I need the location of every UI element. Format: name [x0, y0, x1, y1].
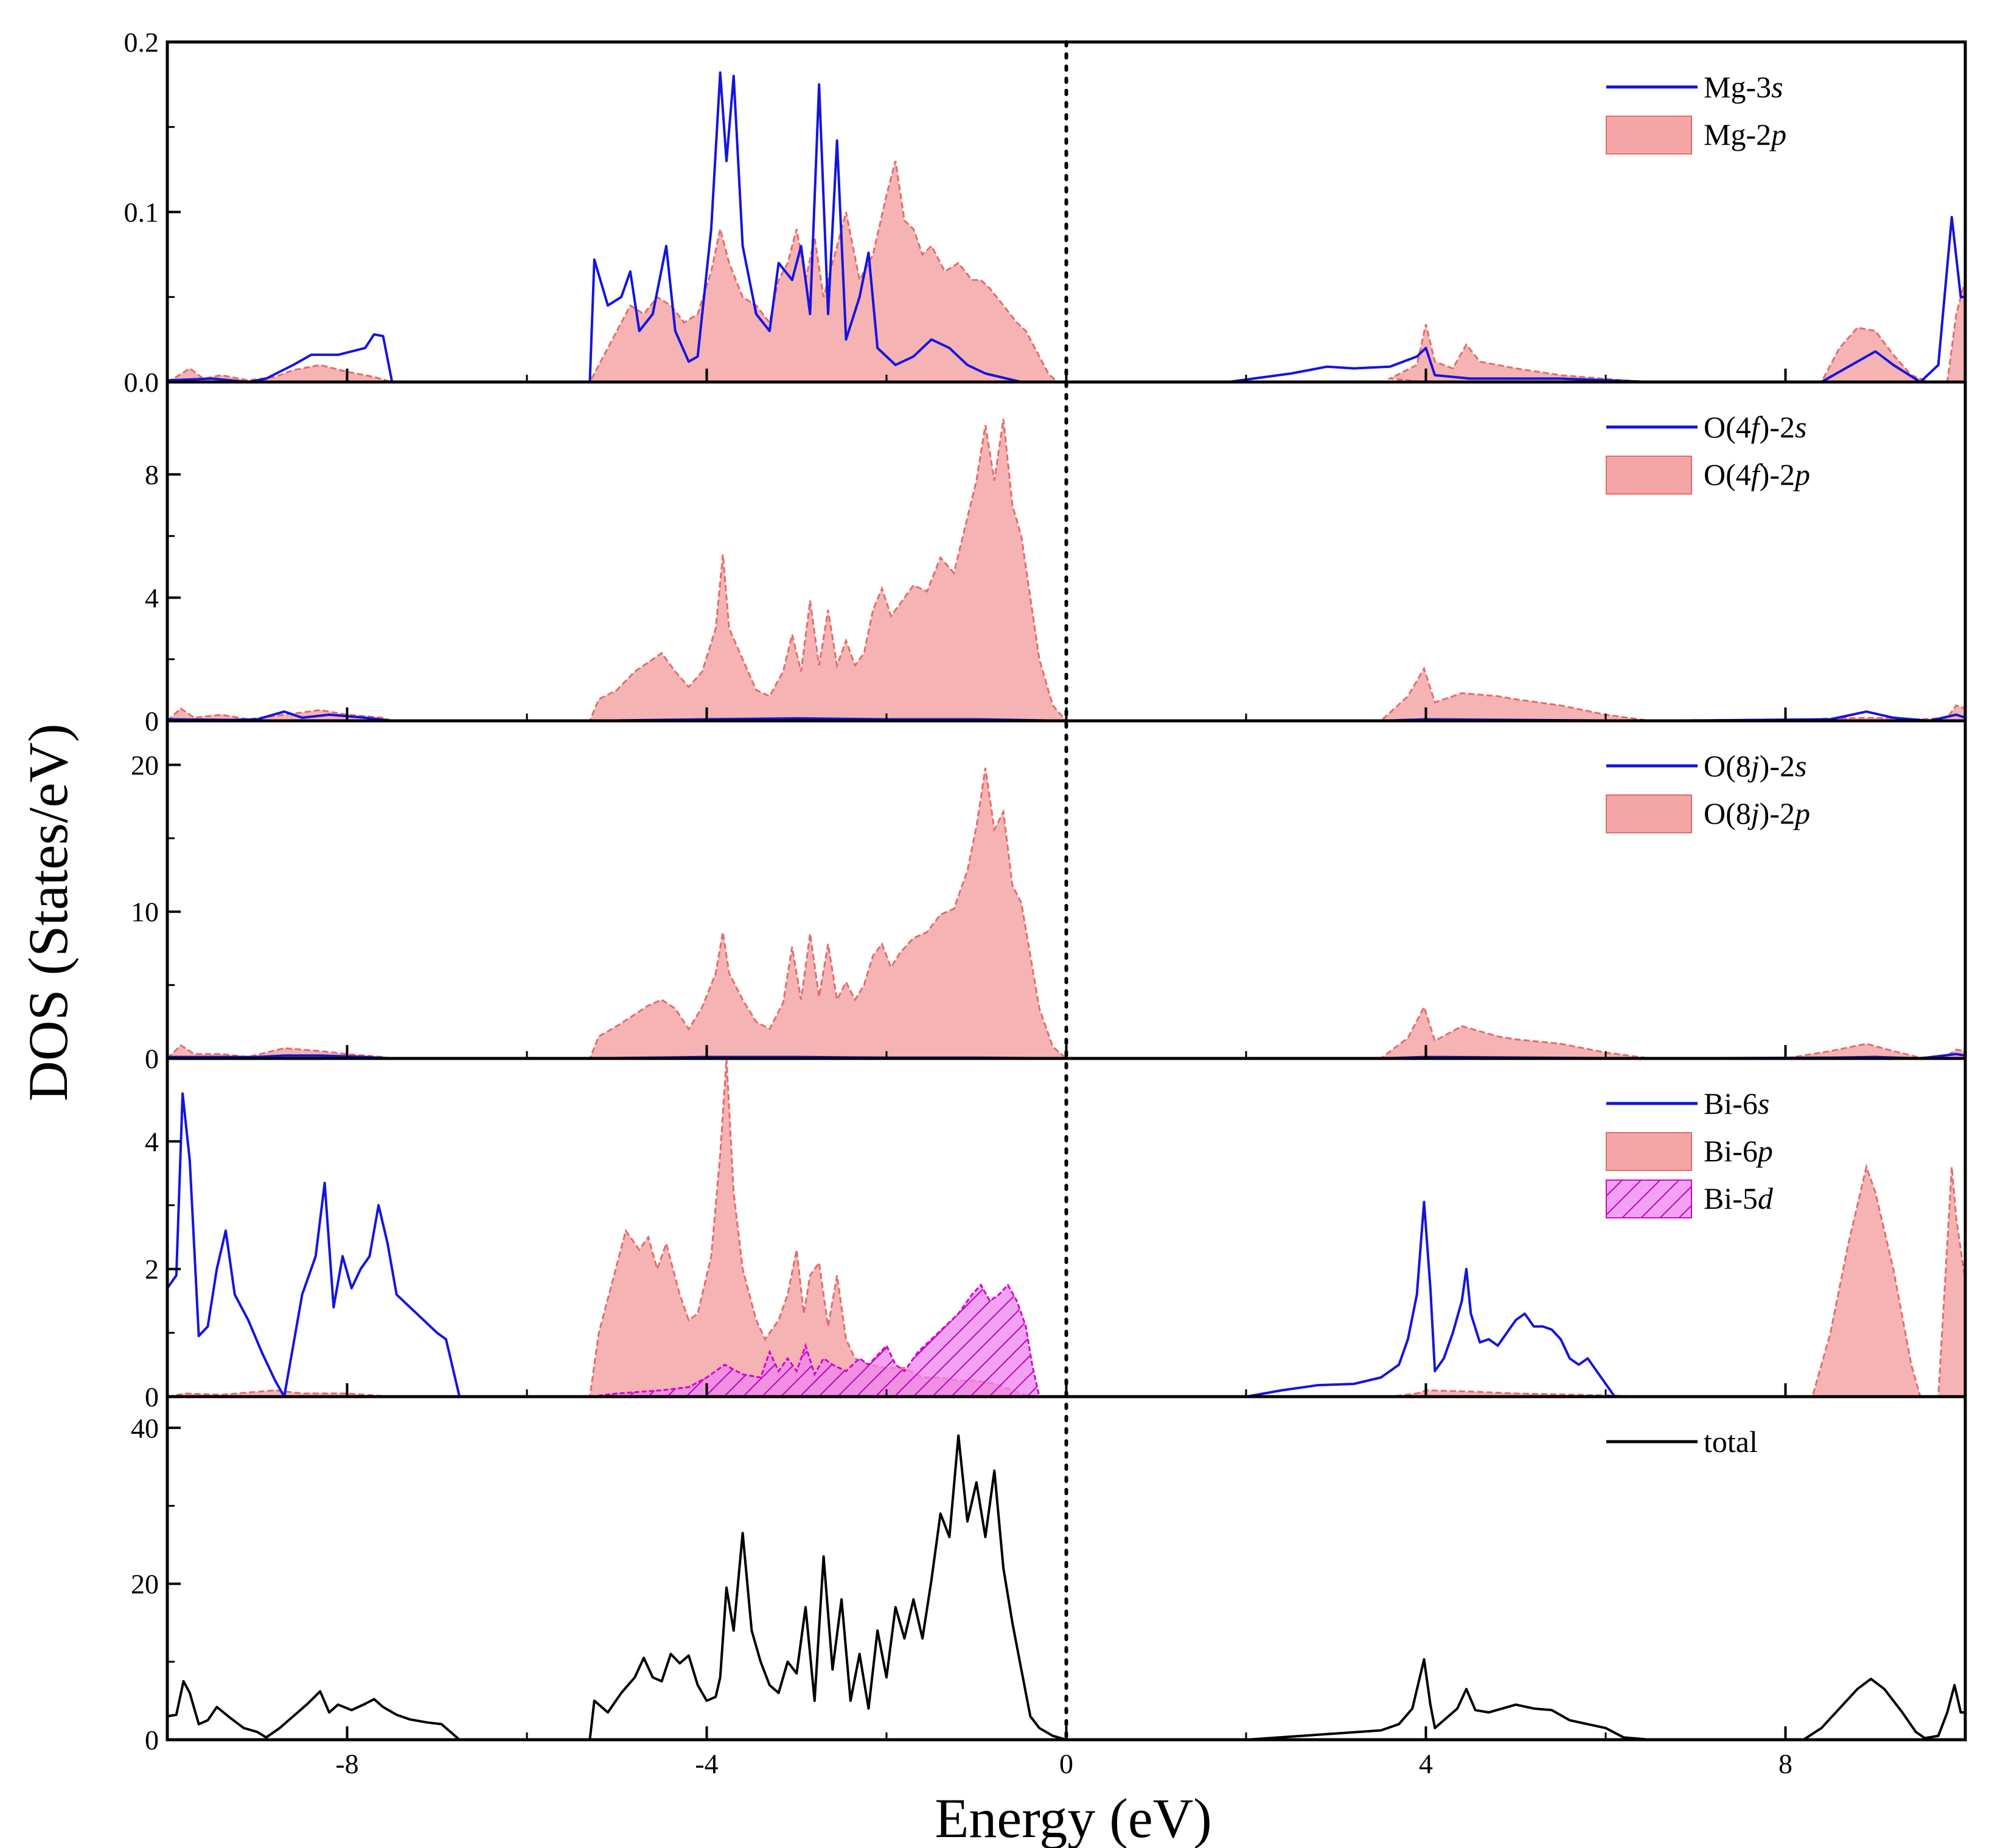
panel-total-plot-area	[167, 1434, 1965, 1740]
x-tick-label-1: -4	[695, 1748, 718, 1779]
y-tick-label-o4f-2: 8	[145, 459, 159, 490]
panels: 0.0 0.1 0.2 Mg-3s Mg-2p 0 4 8 O(4f)-2s O(4f)-2p 0 1…	[124, 27, 1967, 1756]
series-mg-3s	[167, 71, 1965, 382]
legend-entry-bi-0-label: Bi-6s	[1704, 1086, 1769, 1120]
y-axis-label: DOS (States/eV)	[17, 724, 79, 1102]
series-total	[167, 1434, 1965, 1740]
y-tick-label-total-0: 0	[145, 1725, 159, 1756]
y-tick-label-total-2: 40	[131, 1412, 159, 1443]
panel-bi: 0 2 4 Bi-6s Bi-6p Bi-5d	[145, 1057, 1967, 1412]
legend-bi: Bi-6s Bi-6p Bi-5d	[1606, 1086, 1774, 1218]
legend-entry-o8j-0-label: O(8j)-2s	[1704, 749, 1806, 783]
series-bi-6p	[167, 1058, 1965, 1397]
legend-entry-o4f-0-label: O(4f)-2s	[1704, 410, 1806, 444]
y-tick-label-bi-0: 0	[145, 1381, 159, 1412]
y-tick-label-mg-1: 0.1	[124, 197, 159, 228]
legend-entry-bi-2-label: Bi-5d	[1704, 1181, 1774, 1215]
y-tick-label-o8j-2: 20	[131, 749, 159, 780]
legend-entry-mg-1-label: Mg-2p	[1704, 117, 1786, 151]
legend-mg: Mg-3s Mg-2p	[1606, 70, 1786, 155]
legend-total: total	[1606, 1425, 1758, 1459]
y-tick-label-mg-2: 0.2	[124, 27, 159, 58]
legend-entry-o4f-1-swatch	[1606, 456, 1692, 495]
y-tick-label-bi-2: 4	[145, 1126, 159, 1157]
x-axis-label: Energy (eV)	[935, 1787, 1212, 1848]
legend-entry-o4f-1-label: O(4f)-2p	[1704, 457, 1810, 492]
panel-bi-plot-area	[167, 1058, 1965, 1397]
y-tick-label-o4f-1: 4	[145, 582, 159, 613]
series-o-4f-2p	[167, 419, 1965, 721]
x-axis: -8 -4 0 4 8	[335, 1748, 1792, 1779]
legend-entry-total-0-label: total	[1704, 1425, 1758, 1459]
series-bi-6s	[167, 1092, 1965, 1397]
y-tick-label-o8j-1: 10	[131, 897, 159, 928]
x-tick-label-4: 8	[1778, 1748, 1792, 1779]
legend-o4f: O(4f)-2s O(4f)-2p	[1606, 410, 1810, 495]
legend-entry-bi-2-swatch	[1606, 1179, 1692, 1218]
y-tick-label-o8j-0: 0	[145, 1043, 159, 1074]
series-bi-5d	[167, 1283, 1965, 1397]
panel-mg: 0.0 0.1 0.2 Mg-3s Mg-2p	[124, 27, 1967, 398]
legend-entry-o8j-1-label: O(8j)-2p	[1704, 796, 1810, 830]
y-tick-label-bi-1: 2	[145, 1254, 159, 1285]
panel-o8j: 0 10 20 O(8j)-2s O(8j)-2p	[131, 719, 1967, 1074]
panel-total: 0 20 40 total	[131, 1395, 1967, 1756]
legend-o8j: O(8j)-2s O(8j)-2p	[1606, 749, 1810, 833]
legend-entry-o8j-1-swatch	[1606, 794, 1692, 833]
y-tick-label-total-1: 20	[131, 1569, 159, 1600]
x-tick-label-2: 0	[1059, 1748, 1073, 1779]
y-tick-label-mg-0: 0.0	[124, 367, 159, 398]
series-o-8j-2p	[167, 767, 1965, 1058]
y-tick-label-o4f-0: 0	[145, 706, 159, 737]
legend-entry-bi-1-label: Bi-6p	[1704, 1134, 1773, 1168]
legend-entry-mg-1-swatch	[1606, 116, 1692, 155]
x-tick-label-3: 4	[1419, 1748, 1433, 1779]
x-tick-label-0: -8	[335, 1748, 358, 1779]
legend-entry-mg-0-label: Mg-3s	[1704, 70, 1783, 104]
legend-entry-bi-1-swatch	[1606, 1132, 1692, 1171]
panel-o4f: 0 4 8 O(4f)-2s O(4f)-2p	[145, 380, 1967, 737]
